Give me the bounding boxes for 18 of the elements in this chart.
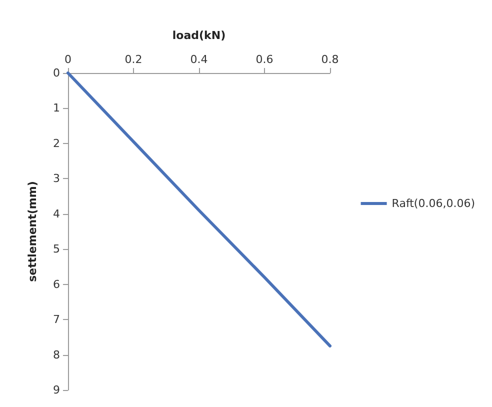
y-tick-label: 3 [53,172,60,186]
x-tick-label: 0.8 [321,53,339,66]
y-tick-label: 2 [53,136,60,150]
y-tick-label: 7 [53,313,60,326]
y-tick-label: 5 [53,242,60,256]
y-tick-label: 4 [53,207,60,220]
x-tick-label: 0.2 [124,53,142,66]
x-tick-label: 0 [64,53,72,66]
y-tick-label: 0 [53,66,60,80]
legend-label: Raft(0.06,0.06) [392,197,476,210]
x-tick-label: 0.6 [256,53,274,66]
y-tick-label: 1 [53,102,60,115]
y-tick-label: 6 [53,278,60,291]
y-axis-title: settlement(mm) [26,181,39,282]
x-tick-label: 0.4 [190,53,208,66]
y-tick-label: 9 [53,384,60,396]
x-axis-title: load(kN) [172,29,226,42]
y-tick-label: 8 [53,348,60,362]
